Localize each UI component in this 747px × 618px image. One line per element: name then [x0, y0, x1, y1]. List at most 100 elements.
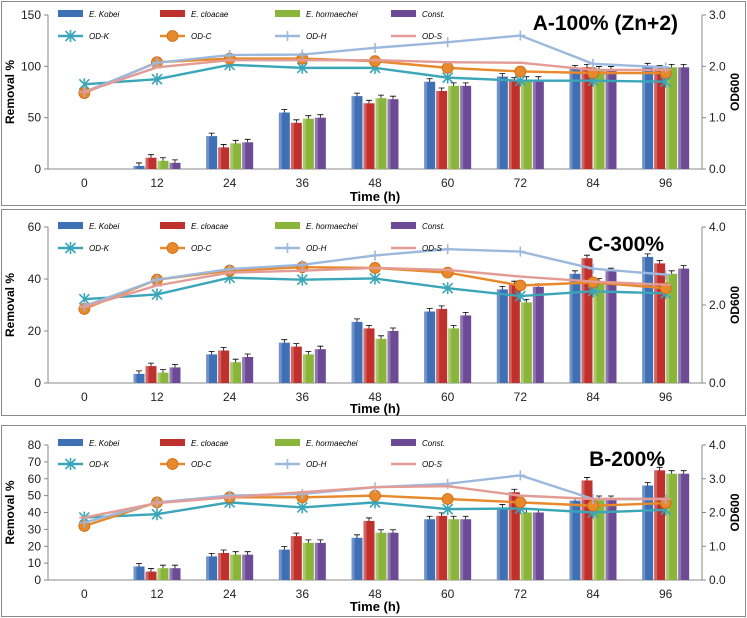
error-bar — [656, 466, 663, 471]
legend-marker — [166, 458, 179, 470]
error-bar — [305, 115, 312, 119]
bar-highlight — [496, 289, 500, 383]
bar-group-item — [496, 286, 508, 383]
line-point — [588, 58, 598, 69]
bar-group-item — [302, 351, 314, 383]
bar — [569, 273, 581, 383]
error-bar — [281, 546, 288, 550]
bar — [133, 566, 145, 580]
x-tick-label: 24 — [223, 587, 237, 601]
x-tick-label: 84 — [586, 390, 600, 404]
error-bar — [511, 488, 518, 493]
error-bar — [366, 517, 372, 521]
bar-group-item — [278, 339, 290, 383]
legend-label: E. hormaechei — [306, 222, 358, 231]
bar-highlight — [581, 258, 585, 383]
line-point — [224, 490, 235, 501]
legend-swatch — [58, 439, 83, 446]
bar-highlight — [508, 80, 512, 169]
legend-label: E. cloacae — [191, 439, 229, 448]
bar — [290, 346, 302, 383]
bar-highlight — [363, 103, 367, 169]
bar-highlight — [666, 273, 670, 383]
error-bar — [136, 370, 142, 374]
y-tick-label: 20 — [28, 539, 42, 553]
error-bar — [390, 327, 396, 331]
bar — [351, 321, 363, 383]
error-bar — [160, 369, 166, 373]
bar — [654, 470, 666, 580]
bar-group-item — [508, 77, 520, 169]
line-point — [152, 57, 162, 68]
bar — [387, 99, 399, 169]
x-axis-title: Time (h) — [350, 599, 400, 614]
bar — [496, 76, 508, 169]
x-axis-title: Time (h) — [350, 401, 400, 416]
bar — [145, 366, 157, 383]
legend-label: OD-C — [191, 244, 212, 253]
error-bar — [293, 343, 300, 347]
error-bar — [136, 563, 142, 567]
line-point — [442, 244, 453, 255]
bar-highlight — [532, 79, 536, 169]
bar — [169, 568, 181, 580]
bar-group-item — [436, 512, 448, 580]
bar-highlight — [581, 67, 585, 169]
x-tick-label: 24 — [223, 176, 237, 190]
bar-group-item — [520, 509, 532, 580]
line-point — [370, 250, 380, 261]
legend-swatch — [275, 439, 300, 446]
bar-group-item — [206, 552, 218, 580]
line-point — [297, 259, 308, 270]
error-bar — [354, 92, 360, 97]
bar — [242, 142, 254, 169]
bar-highlight — [290, 122, 294, 169]
x-tick-label: 96 — [659, 390, 673, 404]
bar-highlight — [230, 554, 234, 580]
bar-group-item — [654, 260, 666, 383]
bar — [157, 372, 169, 383]
chart-panel-b: 0 10 20 30 40 50 60 70 80 0.0 1.0 2.0 3.0 4.0 Removal … — [1, 425, 746, 617]
y2-tick-label: 4.0 — [709, 438, 726, 452]
error-bar — [680, 265, 687, 269]
bar-highlight — [351, 321, 355, 383]
x-tick-label: 0 — [81, 390, 88, 404]
bar — [532, 79, 544, 169]
bar — [278, 549, 290, 580]
bar-group-item — [206, 132, 218, 169]
bar-group-item — [678, 470, 690, 580]
bar — [496, 289, 508, 383]
series-markers — [79, 266, 671, 308]
error-bar — [305, 539, 312, 543]
bar-group-item — [581, 477, 593, 580]
y-axis-title: Removal % — [3, 60, 17, 124]
bar-highlight — [314, 349, 318, 383]
legend-swatch — [391, 222, 416, 229]
bar-highlight — [605, 271, 609, 383]
bar — [593, 69, 605, 169]
bar — [230, 143, 242, 169]
bar-highlight — [642, 256, 646, 383]
y2-tick-label: 3.0 — [709, 472, 726, 486]
y-tick-label: 60 — [28, 472, 42, 486]
bar-group-item — [363, 325, 375, 383]
bar-highlight — [642, 485, 646, 580]
error-bar — [499, 73, 506, 77]
y-tick-label: 40 — [28, 272, 42, 286]
bar — [351, 537, 363, 580]
legend-label: OD-K — [89, 460, 110, 469]
error-bar — [136, 162, 142, 166]
error-bar — [644, 253, 651, 257]
bar — [508, 284, 520, 383]
legend-label: Const. — [422, 222, 445, 231]
bar — [666, 67, 678, 169]
bar-highlight — [654, 470, 658, 580]
bar — [157, 568, 169, 580]
bar-highlight — [363, 520, 367, 580]
legend-marker — [282, 31, 293, 41]
bar-highlight — [206, 136, 210, 169]
error-bar — [668, 270, 675, 274]
x-tick-label: 96 — [659, 176, 673, 190]
line-point — [660, 269, 671, 280]
series-markers — [78, 271, 672, 306]
